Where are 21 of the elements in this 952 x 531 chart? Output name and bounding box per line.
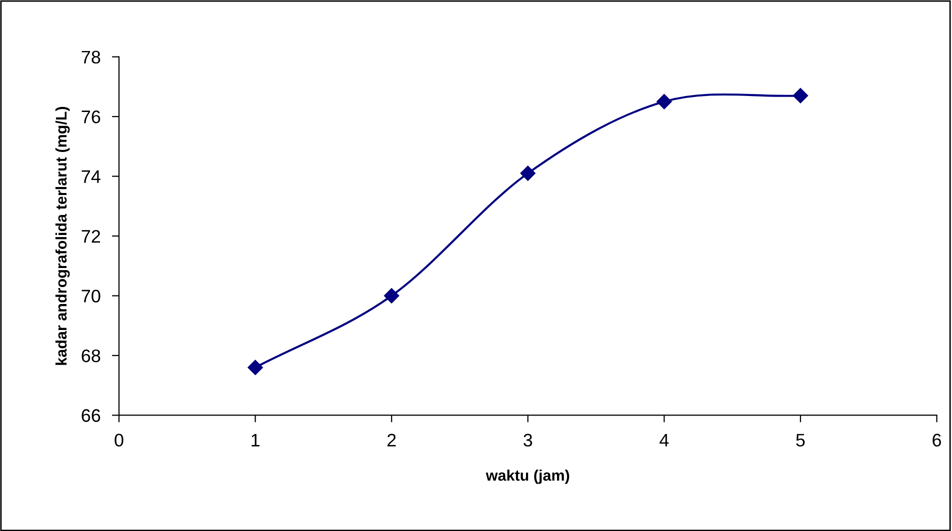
x-tick-label: 5 (796, 434, 805, 447)
point (248, 360, 263, 376)
y-tick-label: 74 (82, 170, 100, 183)
x-tick-label: 1 (252, 434, 260, 446)
point (384, 288, 400, 304)
x-tick-label: 6 (932, 434, 941, 447)
y-tick-label: 66 (82, 409, 100, 422)
point (792, 88, 808, 104)
x-tick-label: 3 (524, 434, 532, 447)
y-tick-label: 68 (82, 349, 100, 362)
point (520, 166, 536, 181)
y-tick-label: 70 (82, 290, 100, 302)
x-tick-label: 2 (387, 434, 396, 446)
y-axis-title: kadar andrografolida terlarut (mg/L) (55, 106, 70, 365)
x-axis-title: waktu (jam) (486, 470, 570, 484)
y-tick-label: 76 (82, 110, 100, 124)
x-tick-label: 0 (114, 434, 124, 447)
point (656, 94, 672, 110)
y-tick-label: 72 (82, 230, 100, 243)
x-tick-label: 4 (660, 434, 669, 446)
y-tick-label: 78 (82, 50, 100, 64)
